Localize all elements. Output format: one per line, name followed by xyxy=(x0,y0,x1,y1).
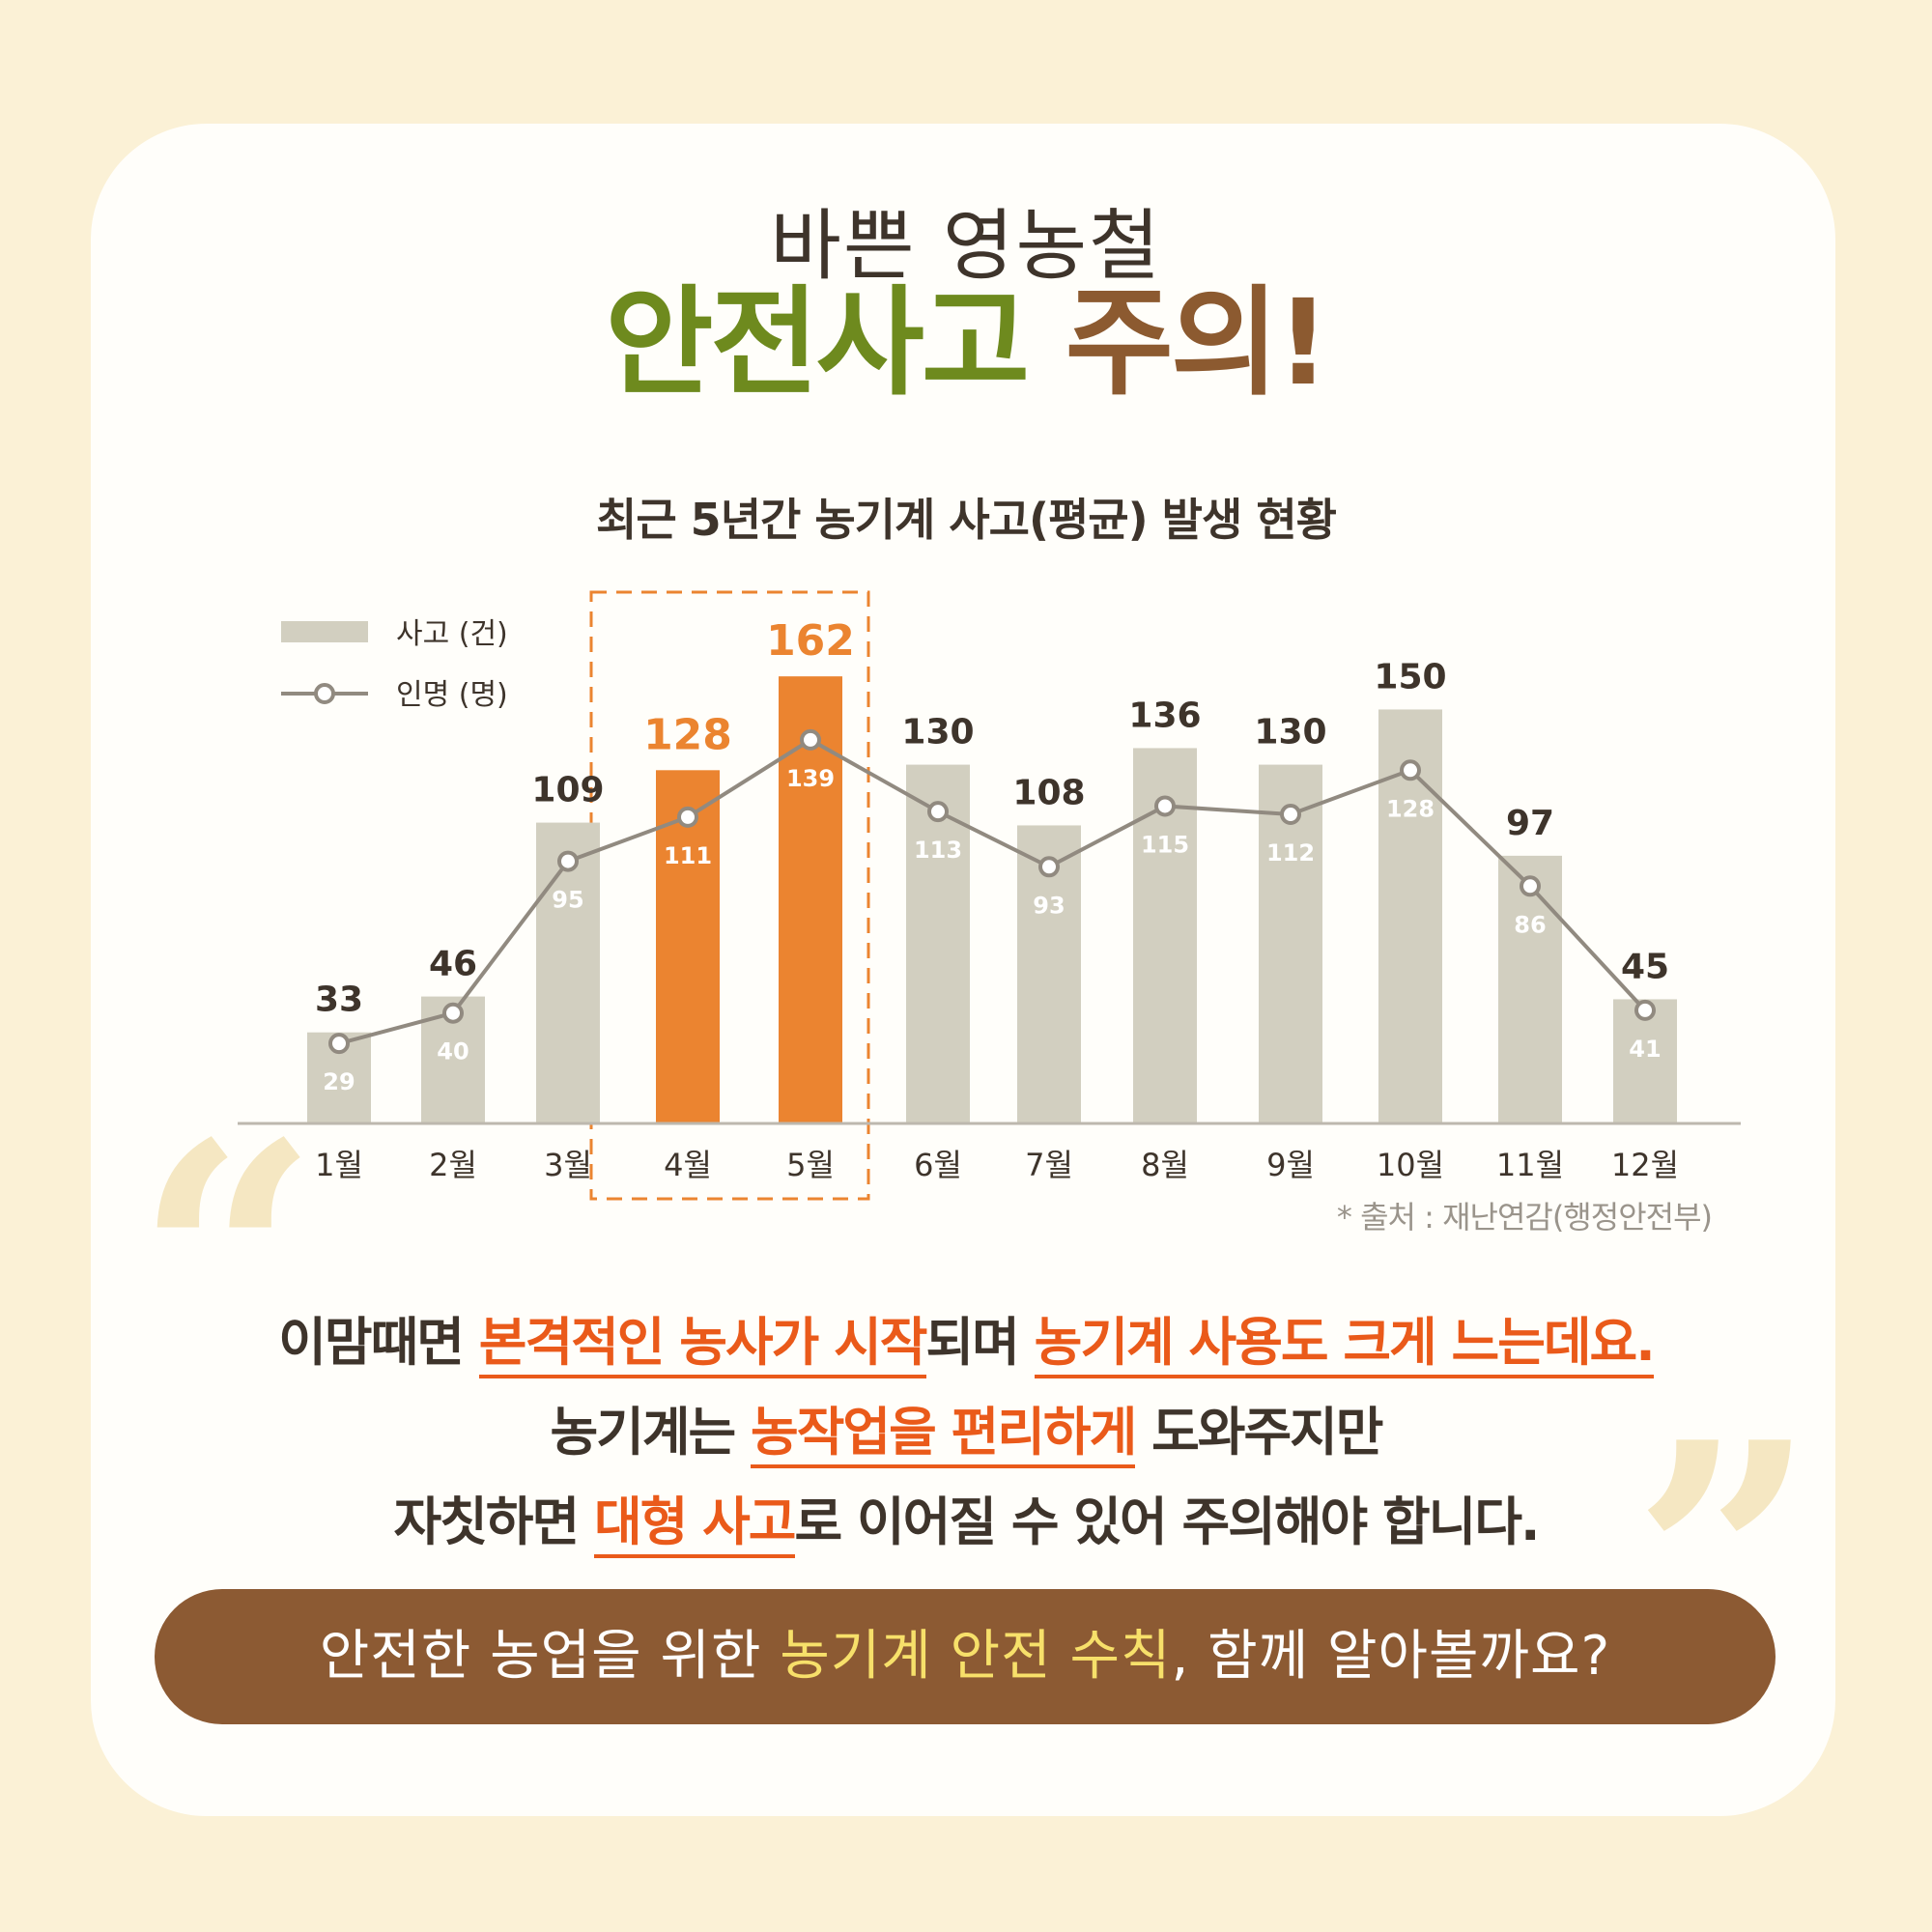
x-tick-label: 12월 xyxy=(1611,1147,1679,1183)
line-value-label: 111 xyxy=(664,842,712,869)
x-tick-label: 3월 xyxy=(544,1147,592,1183)
x-tick-label: 5월 xyxy=(786,1147,835,1183)
line-point xyxy=(1634,999,1656,1021)
line-value-label: 40 xyxy=(437,1038,469,1065)
line-point xyxy=(800,728,821,751)
body-text-segment: 도와주지만 xyxy=(1135,1402,1383,1463)
body-highlight: 농기계 사용도 크게 느는데요. xyxy=(1034,1312,1656,1378)
x-tick-label: 1월 xyxy=(315,1147,363,1183)
legend-line-point xyxy=(314,683,335,704)
bar-3월 xyxy=(536,822,600,1123)
body-text-segment: 로 이어질 수 있어 주의해야 합니다. xyxy=(794,1492,1541,1552)
legend-label-bar: 사고 (건) xyxy=(396,617,508,651)
x-tick-label: 7월 xyxy=(1025,1147,1073,1183)
bar-value-label: 109 xyxy=(531,771,604,810)
line-value-label: 128 xyxy=(1386,795,1435,822)
line-point xyxy=(557,850,579,872)
legend-bar-swatch xyxy=(281,621,368,642)
bar-value-label: 46 xyxy=(429,945,477,984)
line-value-label: 41 xyxy=(1629,1036,1661,1063)
title-line1: 바쁜 영농철 xyxy=(770,201,1162,291)
bar-value-label: 162 xyxy=(766,616,855,666)
x-tick-label: 8월 xyxy=(1141,1147,1189,1183)
line-point xyxy=(328,1033,350,1055)
bar-value-label: 33 xyxy=(315,980,363,1020)
bar-value-label: 97 xyxy=(1506,804,1554,843)
body-highlight: 농작업을 편리하게 xyxy=(751,1402,1137,1468)
casualty-line xyxy=(338,737,1647,1046)
accident-chart: 33 46 109 128 162 130 108 136 130 150 97 45 29 40 95 11… xyxy=(238,590,1741,1201)
bar-value-label: 130 xyxy=(901,713,974,753)
line-value-label: 113 xyxy=(914,837,962,864)
title-line2: 안전사고 주의! xyxy=(0,278,1932,408)
source-note: * 출처 : 재난연감(행정안전부) xyxy=(1336,1199,1713,1236)
line-value-label: 86 xyxy=(1514,911,1546,938)
title-highlight-brown: 주의! xyxy=(1065,274,1330,412)
body-text-segment: 되며 xyxy=(925,1312,1035,1373)
bar-value-label: 108 xyxy=(1012,773,1085,812)
x-tick-label: 2월 xyxy=(429,1147,477,1183)
banner-highlight: 농기계 안전 수칙 xyxy=(780,1625,1172,1688)
x-tick-label: 9월 xyxy=(1266,1147,1315,1183)
cta-banner: 안전한 농업을 위한 농기계 안전 수칙, 함께 알아볼까요? xyxy=(155,1589,1776,1724)
line-value-label: 139 xyxy=(786,765,835,792)
line-point xyxy=(1520,875,1541,897)
bar-value-label: 45 xyxy=(1621,947,1669,986)
line-value-label: 93 xyxy=(1033,892,1065,919)
line-value-label: 115 xyxy=(1141,831,1189,858)
line-point xyxy=(677,806,698,828)
line-point xyxy=(1038,856,1060,878)
bar-4월 xyxy=(656,770,720,1123)
bar-6월 xyxy=(906,764,970,1123)
bar-value-label: 136 xyxy=(1128,696,1201,735)
bar-11월 xyxy=(1498,855,1562,1123)
line-point xyxy=(442,1002,464,1024)
line-point xyxy=(927,801,949,823)
line-point xyxy=(1400,759,1421,781)
open-quote-icon: “ xyxy=(135,1073,319,1448)
bar-value-label: 128 xyxy=(643,710,732,759)
line-value-label: 112 xyxy=(1266,839,1315,867)
banner-text: , 함께 알아볼까요? xyxy=(1171,1625,1611,1688)
body-highlight: 본격적인 농사가 시작 xyxy=(478,1312,927,1378)
x-tick-label: 6월 xyxy=(914,1147,962,1183)
chart-title: 최근 5년간 농기계 사고(평균) 발생 현황 xyxy=(596,494,1337,546)
legend-label-line: 인명 (명) xyxy=(396,678,508,712)
banner-text: 안전한 농업을 위한 xyxy=(319,1625,781,1688)
x-tick-label: 10월 xyxy=(1377,1147,1444,1183)
line-point xyxy=(1154,795,1176,817)
bar-value-label: 150 xyxy=(1374,657,1446,696)
body-line-3: 자칫하면 대형 사고로 이어질 수 있어 주의해야 합니다. xyxy=(0,1479,1932,1558)
body-text-segment: 이맘때면 xyxy=(278,1312,479,1373)
title-highlight-green: 안전사고 xyxy=(605,274,1030,412)
bar-value-label: 130 xyxy=(1254,713,1326,753)
line-point xyxy=(1280,804,1301,826)
body-text-segment: 농기계는 xyxy=(550,1402,752,1463)
x-tick-label: 4월 xyxy=(664,1147,712,1183)
body-text-segment: 자칫하면 xyxy=(393,1492,594,1552)
x-tick-label: 11월 xyxy=(1496,1147,1564,1183)
line-value-label: 95 xyxy=(552,887,583,914)
body-highlight: 대형 사고 xyxy=(593,1492,796,1558)
body-line-1: 이맘때면 본격적인 농사가 시작되며 농기계 사용도 크게 느는데요. xyxy=(0,1299,1932,1378)
line-value-label: 29 xyxy=(323,1068,355,1095)
body-line-2: 농기계는 농작업을 편리하게 도와주지만 xyxy=(0,1389,1932,1468)
